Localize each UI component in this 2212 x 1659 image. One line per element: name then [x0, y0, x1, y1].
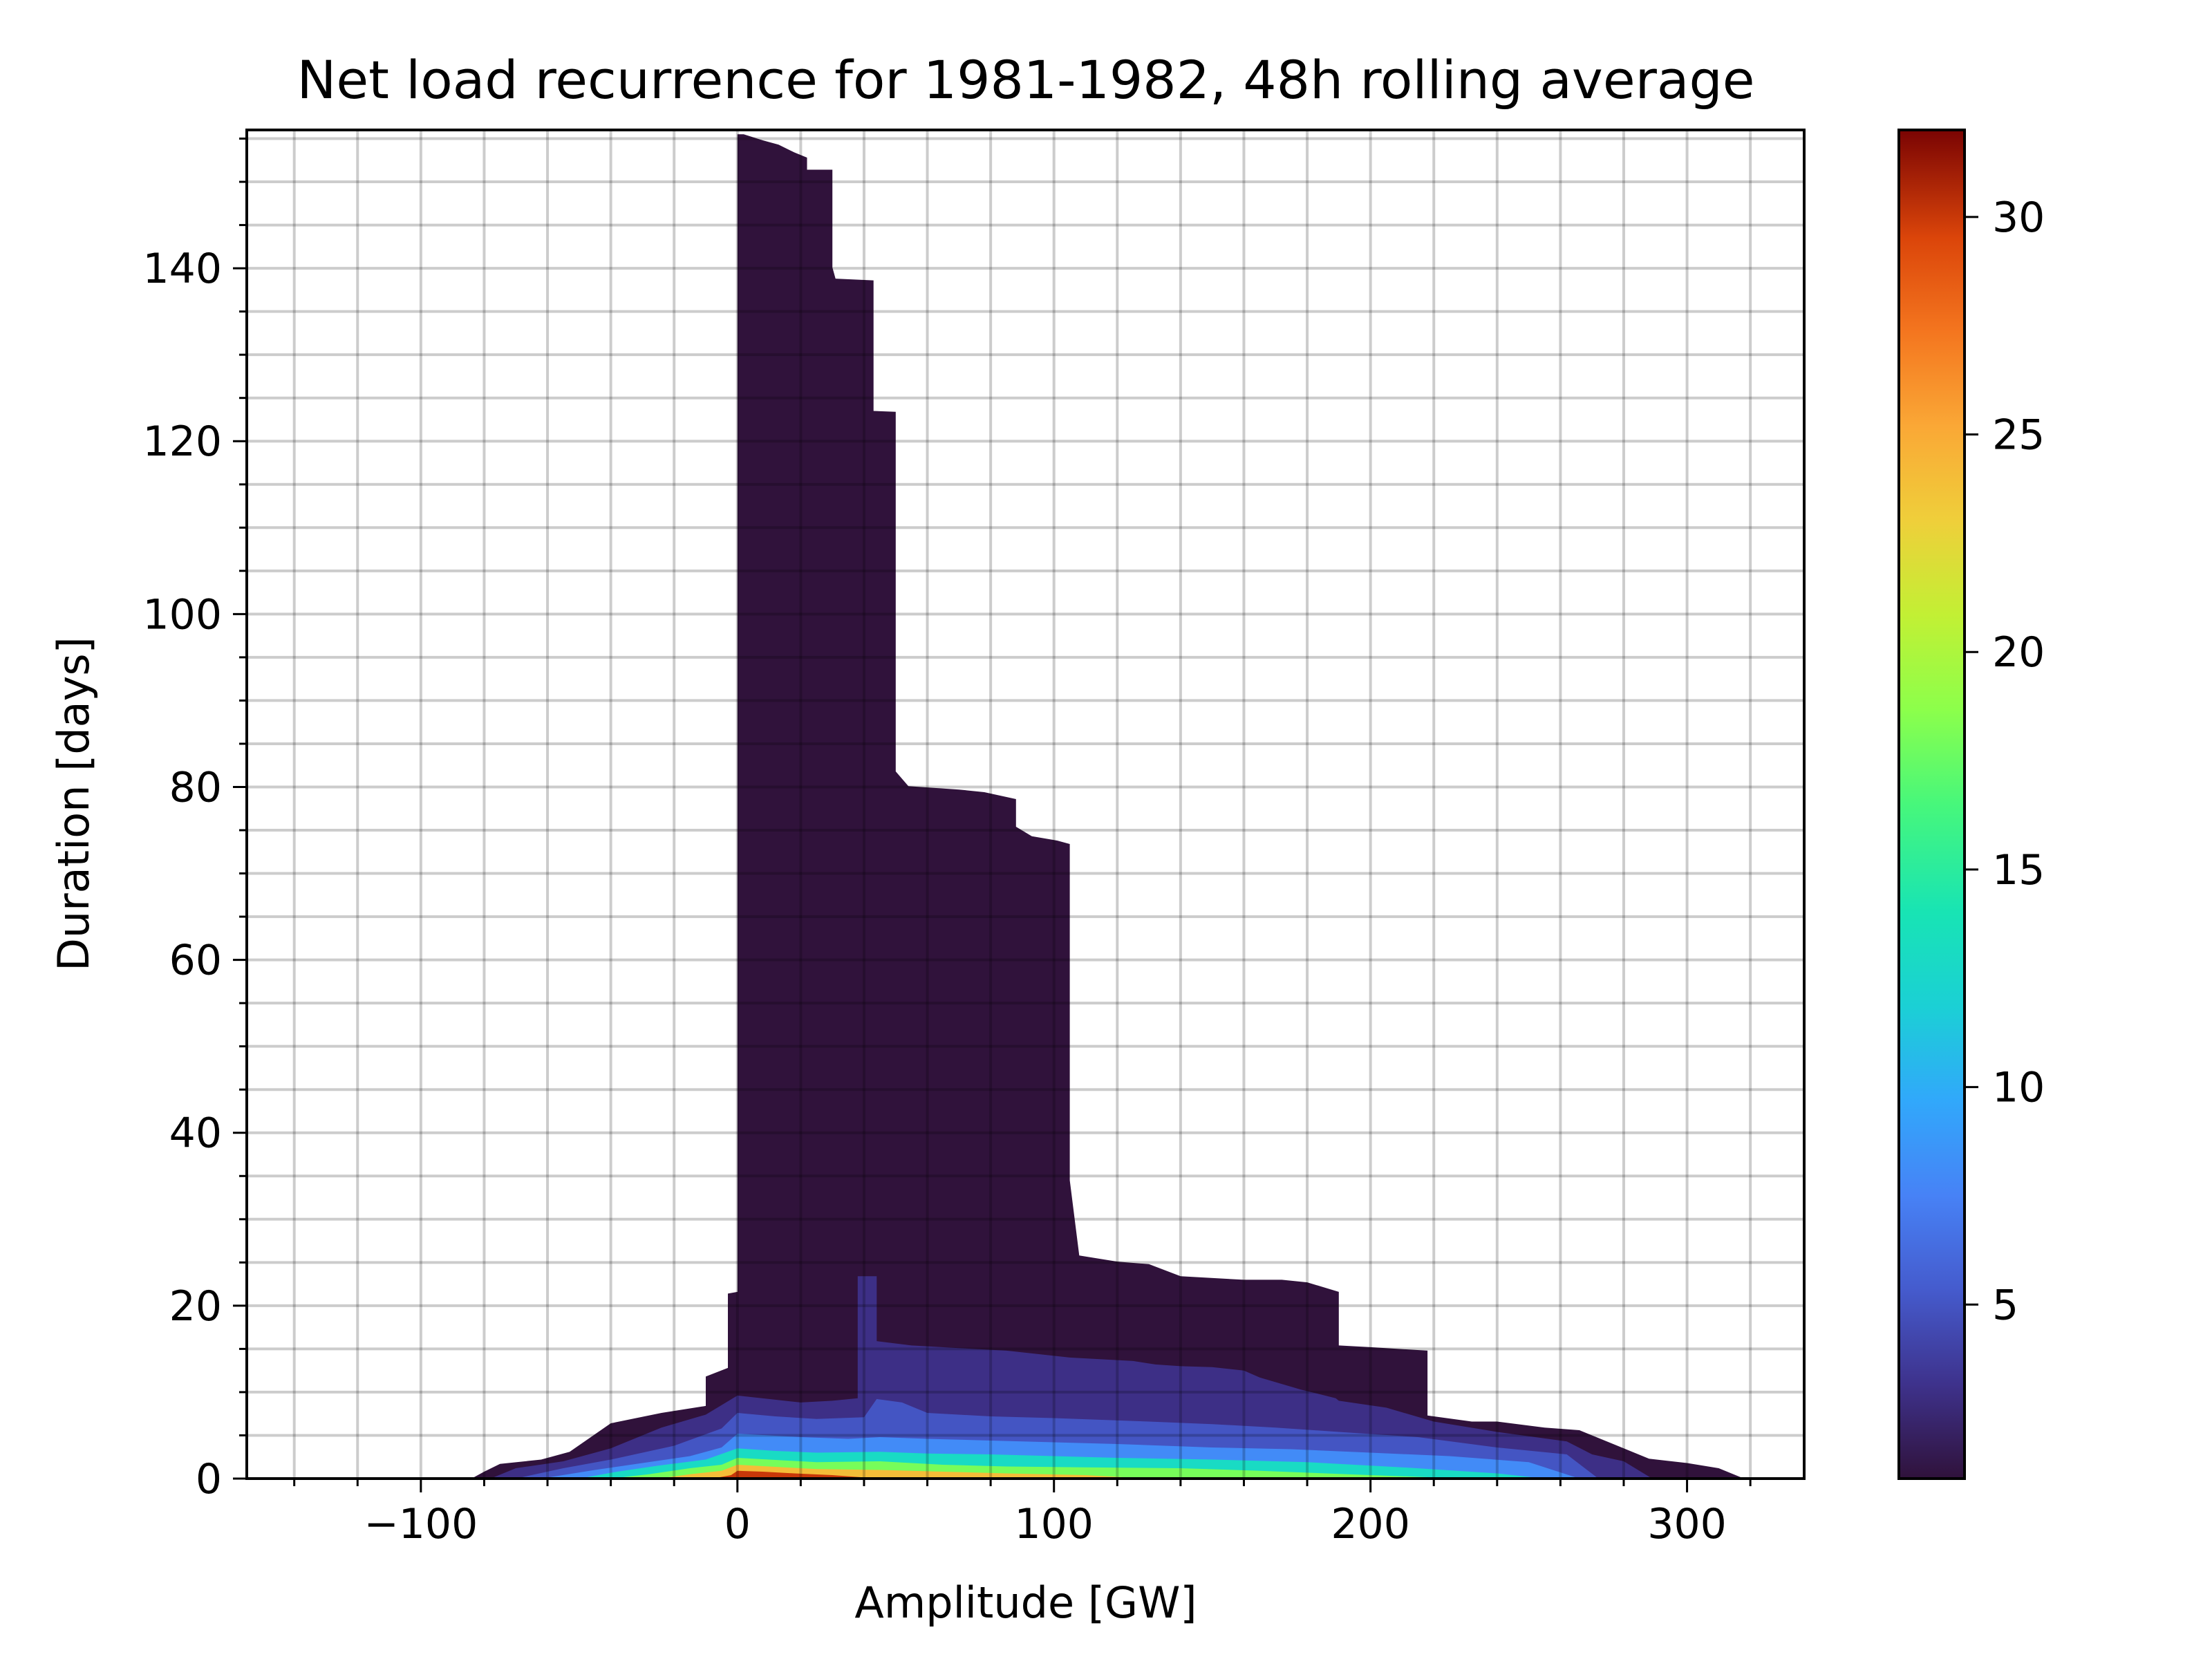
colorbar-ticks: 5 10 15 20 25 30: [1965, 194, 2045, 1329]
x-axis: −100 0 100 200 300: [293, 1479, 1752, 1548]
y-tick-label: 20: [169, 1282, 222, 1331]
colorbar-tick-label: 30: [1992, 194, 2045, 242]
y-axis: 0 20 40 60 80 100 120 140: [142, 138, 247, 1503]
y-axis-label: Duration [days]: [48, 637, 99, 971]
colorbar-tick-label: 10: [1992, 1064, 2045, 1112]
colorbar-tick-label: 25: [1992, 411, 2045, 460]
colorbar-scale: [1897, 129, 1966, 1480]
y-tick-label: 80: [169, 763, 222, 812]
grid-lines: [247, 130, 1804, 1479]
x-axis-label: Amplitude [GW]: [854, 1577, 1197, 1628]
colorbar: 5 10 15 20 25 30: [1897, 129, 2045, 1480]
heatmap-layer-30: [712, 1470, 880, 1479]
colorbar-tick-label: 5: [1992, 1281, 2018, 1329]
x-tick-label: −100: [364, 1500, 478, 1548]
heatmap-layer-1: [471, 134, 1744, 1479]
x-tick-label: 200: [1331, 1500, 1410, 1548]
plot-frame: [245, 129, 1806, 1480]
y-tick-label: 0: [196, 1455, 222, 1503]
y-tick-label: 100: [142, 590, 222, 639]
y-tick-label: 120: [142, 418, 222, 466]
colorbar-tick-label: 15: [1992, 846, 2045, 894]
colorbar-tick-label: 20: [1992, 628, 2045, 677]
y-tick-label: 140: [142, 245, 222, 293]
y-tick-label: 60: [169, 937, 222, 985]
plot-area: −100 0 100 200 300 0 20 40 60 80 100 120 140: [142, 129, 1806, 1548]
x-tick-label: 0: [724, 1500, 751, 1548]
x-tick-label: 300: [1647, 1500, 1727, 1548]
chart-title: Net load recurrence for 1981-1982, 48h r…: [297, 49, 1755, 111]
y-tick-label: 40: [169, 1109, 222, 1158]
x-tick-label: 100: [1014, 1500, 1094, 1548]
recurrence-heatmap: [471, 134, 1744, 1479]
